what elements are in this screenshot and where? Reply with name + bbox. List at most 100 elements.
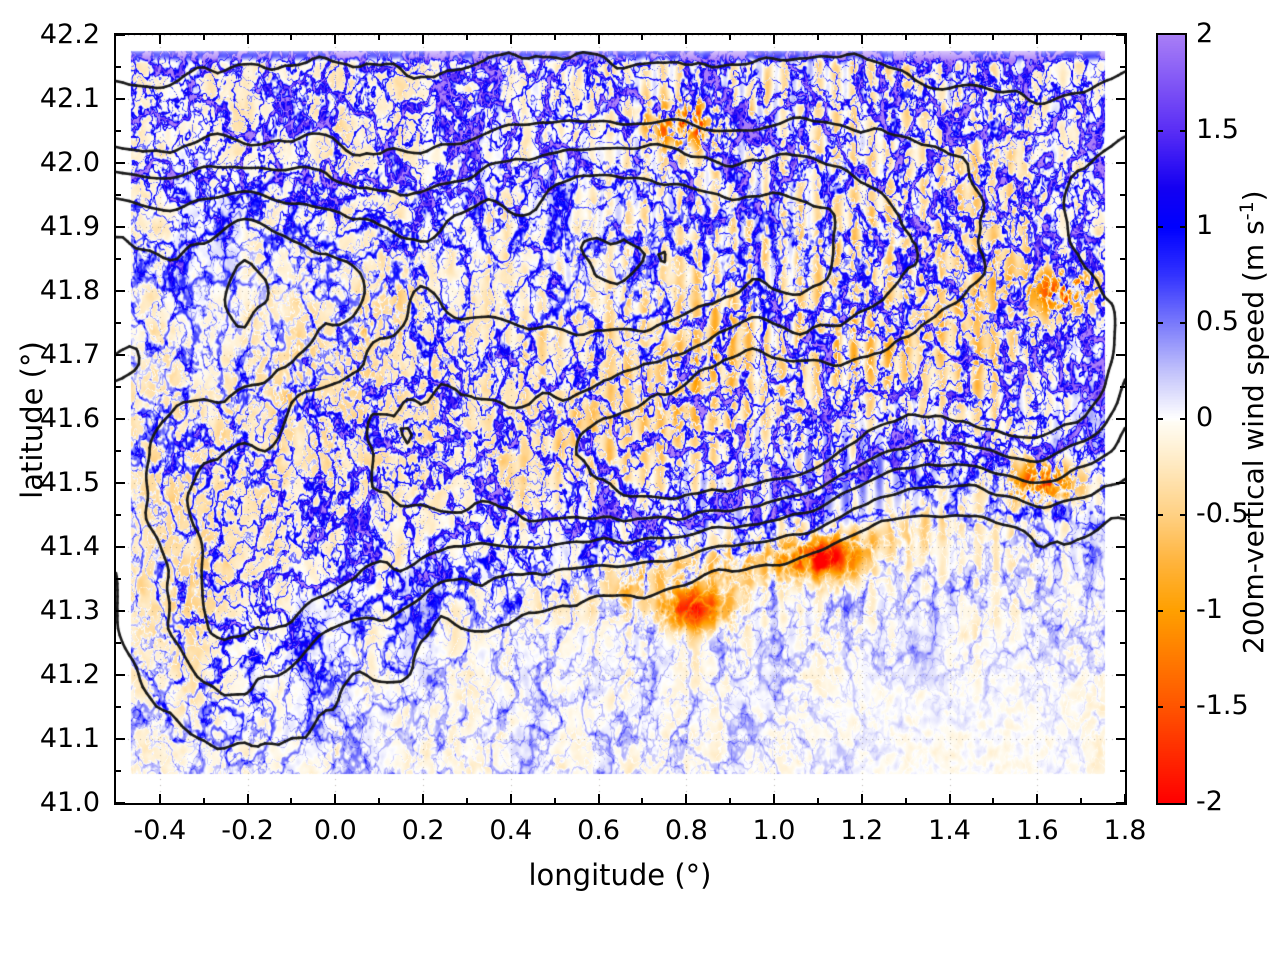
x-tick-major <box>1036 35 1039 44</box>
x-tick-minor <box>465 798 468 803</box>
y-tick-minor <box>1120 642 1125 644</box>
y-tick-minor <box>1120 322 1125 324</box>
x-tick-minor <box>904 35 907 40</box>
colorbar-tick <box>1180 130 1187 132</box>
x-tick-label: 0.8 <box>664 815 708 846</box>
y-tick-label: 42.1 <box>39 83 100 114</box>
y-tick-label: 41.0 <box>39 787 100 818</box>
colorbar-tick <box>1180 418 1187 420</box>
x-tick-minor <box>1080 35 1083 40</box>
colorbar-tick-label: 0 <box>1196 402 1214 433</box>
x-tick-minor <box>465 35 468 40</box>
colorbar-label-prefix: 200m-vertical wind speed (m s <box>1237 220 1271 654</box>
x-tick-label: 1.4 <box>928 815 971 846</box>
y-tick-major <box>1116 546 1125 548</box>
y-tick-minor <box>116 514 121 516</box>
colorbar-tick <box>1156 322 1163 324</box>
y-tick-minor <box>116 578 121 580</box>
x-tick-minor <box>290 798 293 803</box>
y-tick-label: 41.3 <box>39 595 100 626</box>
colorbar-tick-label: 0.5 <box>1196 306 1239 337</box>
y-tick-minor <box>116 450 121 452</box>
x-tick-label: 0.0 <box>313 815 357 846</box>
x-tick-major <box>685 794 688 803</box>
y-tick-major <box>1116 226 1125 228</box>
y-tick-minor <box>116 322 121 324</box>
x-tick-major <box>860 794 863 803</box>
x-tick-label: 0.2 <box>401 815 445 846</box>
x-tick-major <box>1124 35 1126 44</box>
x-tick-major <box>158 794 161 803</box>
y-axis-label: latitude (°) <box>15 341 49 499</box>
colorbar-axis-label: 200m-vertical wind speed (m s-1) <box>1236 187 1270 657</box>
y-tick-label: 41.2 <box>39 659 100 690</box>
x-tick-label: 0.6 <box>577 815 621 846</box>
terrain-contour-layer <box>116 35 1125 803</box>
y-tick-minor <box>1120 578 1125 580</box>
y-tick-minor <box>116 706 121 708</box>
x-tick-minor <box>729 35 732 40</box>
y-tick-major <box>116 98 125 100</box>
y-tick-label: 41.6 <box>39 403 100 434</box>
y-tick-major <box>1116 34 1125 36</box>
y-tick-major <box>1116 610 1125 612</box>
x-tick-major <box>334 794 337 803</box>
x-tick-major <box>948 794 951 803</box>
y-tick-minor <box>1120 194 1125 196</box>
colorbar-tick <box>1156 706 1163 708</box>
y-tick-major <box>116 738 125 740</box>
x-tick-major <box>860 35 863 44</box>
y-tick-minor <box>116 642 121 644</box>
x-tick-major <box>597 794 600 803</box>
x-tick-minor <box>378 35 381 40</box>
y-tick-minor <box>116 770 121 772</box>
colorbar-tick <box>1180 610 1187 612</box>
x-tick-minor <box>378 798 381 803</box>
y-tick-minor <box>1120 66 1125 68</box>
y-tick-major <box>116 162 125 164</box>
plot-area <box>114 33 1127 805</box>
y-tick-major <box>1116 418 1125 420</box>
x-tick-major <box>422 35 425 44</box>
y-tick-minor <box>1120 258 1125 260</box>
x-tick-major <box>773 794 776 803</box>
y-tick-major <box>116 34 125 36</box>
y-tick-label: 41.7 <box>39 339 100 370</box>
y-tick-minor <box>1120 770 1125 772</box>
y-tick-major <box>1116 802 1125 804</box>
y-tick-major <box>116 226 125 228</box>
x-tick-major <box>422 794 425 803</box>
y-tick-major <box>116 482 125 484</box>
x-tick-minor <box>290 35 293 40</box>
y-tick-major <box>116 546 125 548</box>
x-tick-major <box>246 35 249 44</box>
colorbar-tick-label: 2 <box>1196 18 1214 49</box>
x-tick-major <box>948 35 951 44</box>
colorbar-tick-label: -1.5 <box>1196 690 1249 721</box>
x-tick-minor <box>816 798 819 803</box>
colorbar-tick-label: -2 <box>1196 786 1223 817</box>
x-tick-label: 1.8 <box>1103 815 1147 846</box>
colorbar-tick <box>1156 418 1163 420</box>
y-tick-major <box>116 418 125 420</box>
colorbar-tick <box>1180 514 1187 516</box>
y-tick-minor <box>116 130 121 132</box>
y-tick-minor <box>1120 450 1125 452</box>
colorbar-tick <box>1156 130 1163 132</box>
x-tick-major <box>334 35 337 44</box>
y-tick-label: 41.9 <box>39 211 100 242</box>
colorbar-tick-label: -1 <box>1196 594 1223 625</box>
colorbar-tick <box>1180 706 1187 708</box>
x-axis-label: longitude (°) <box>528 858 712 892</box>
x-tick-major <box>1124 794 1126 803</box>
y-tick-minor <box>1120 130 1125 132</box>
y-tick-major <box>116 674 125 676</box>
x-tick-major <box>597 35 600 44</box>
x-tick-minor <box>729 798 732 803</box>
x-tick-major <box>246 794 249 803</box>
x-tick-major <box>509 794 512 803</box>
x-tick-label: 1.2 <box>840 815 884 846</box>
y-tick-minor <box>116 66 121 68</box>
colorbar-tick-label: 1 <box>1196 210 1214 241</box>
y-tick-major <box>1116 738 1125 740</box>
